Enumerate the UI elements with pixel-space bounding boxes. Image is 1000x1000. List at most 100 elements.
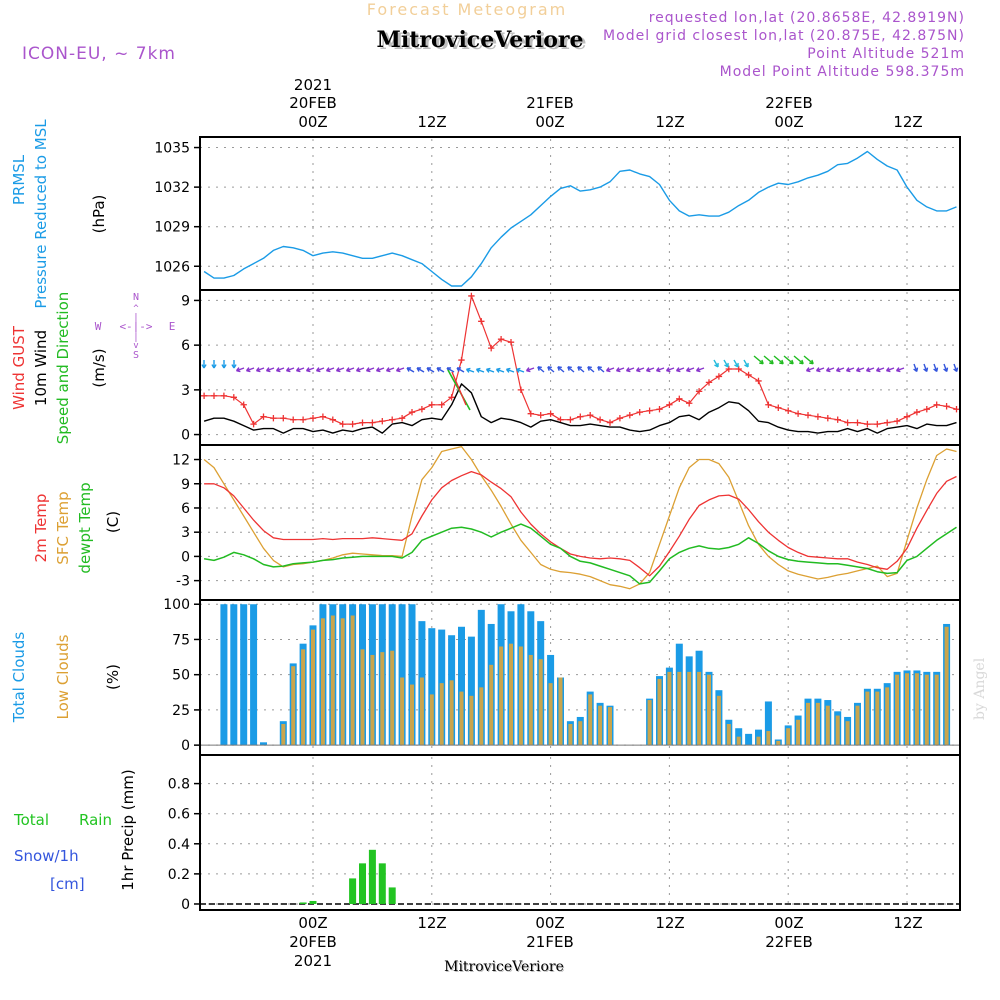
compass-rose: N ^ | W <-|-> E | v S xyxy=(95,292,176,361)
wind-gust-marker xyxy=(398,414,406,422)
wind-direction-arrowhead xyxy=(365,367,371,373)
wind-gust-marker xyxy=(418,406,426,413)
precip-bar xyxy=(299,902,307,904)
pressure-ticks: 1035 1032 1029 1026 xyxy=(154,141,200,275)
low-cloud-bar xyxy=(934,674,939,746)
wind-direction-arrowhead xyxy=(597,366,602,371)
low-cloud-bar xyxy=(400,677,405,746)
total-cloud-bar xyxy=(467,636,475,746)
wind-direction-arrowhead xyxy=(231,364,237,369)
low-cloud-bar xyxy=(716,695,721,746)
wind-direction-arrowhead xyxy=(426,367,432,372)
closest-coords: Model grid closest lon,lat (20.875E, 42.… xyxy=(603,28,965,44)
wind-direction-arrowhead xyxy=(475,367,481,373)
wind-gust-marker xyxy=(626,411,633,419)
low-cloud-bar xyxy=(766,731,771,746)
wind-direction-arrowhead xyxy=(943,367,949,373)
wind-gust-marker xyxy=(220,392,228,400)
low-cloud-bar xyxy=(677,671,682,746)
precip-label-snow: Snow/1h xyxy=(14,847,79,865)
y-tick-label: 0 xyxy=(181,549,190,565)
y-tick-label: 0.6 xyxy=(168,807,190,823)
wind-gust-marker xyxy=(636,409,643,416)
wind-gust-marker xyxy=(359,419,366,426)
low-cloud-bar xyxy=(815,702,820,746)
wind-direction-arrowhead xyxy=(825,367,831,373)
wind-direction-arrowhead xyxy=(805,367,811,373)
wind-direction-arrowhead xyxy=(245,367,251,373)
y-tick-label: 100 xyxy=(163,597,190,613)
precip-bar xyxy=(378,863,386,904)
watermark: by Angel xyxy=(972,657,988,720)
bottom-time-00z-20feb: 00Z xyxy=(298,914,327,932)
wind-gust-marker xyxy=(686,400,693,407)
station-title-shadow: MitroviceVeriore xyxy=(380,29,587,55)
low-cloud-bar xyxy=(281,724,286,746)
wind-gust-marker xyxy=(864,420,871,428)
wind-direction-arrowhead xyxy=(295,367,301,373)
wind-grid xyxy=(200,292,960,443)
model-altitude: Model Point Altitude 598.375m xyxy=(720,64,965,80)
low-cloud-bar xyxy=(608,707,612,746)
wind-direction-arrowhead xyxy=(923,367,929,373)
bottom-time-12z-20feb: 12Z xyxy=(417,914,446,932)
wind-label-10m: 10m Wind xyxy=(32,330,50,406)
y-tick-label: 25 xyxy=(172,703,190,719)
low-cloud-bar xyxy=(905,673,909,746)
low-cloud-bar xyxy=(865,691,870,746)
clouds-units: (%) xyxy=(104,664,122,690)
wind-gust-marker xyxy=(616,414,624,422)
pressure-label-desc: Pressure Reduced to MSL xyxy=(32,119,50,309)
wind-gust-marker xyxy=(646,407,653,414)
wind-gust-marker xyxy=(507,338,515,346)
total-cloud-bar xyxy=(398,604,406,746)
compass-w: W xyxy=(95,320,102,333)
clouds-ticks: 100 75 50 25 0 xyxy=(163,597,200,754)
wind-direction-arrowhead xyxy=(675,367,681,373)
y-tick-label: 0 xyxy=(181,897,190,913)
low-cloud-bar xyxy=(924,674,929,746)
low-cloud-bar xyxy=(419,677,424,746)
wind-gust-marker xyxy=(577,413,584,420)
y-tick-label: 3 xyxy=(181,383,190,399)
wind-direction-arrowhead xyxy=(505,367,511,373)
top-time-date-21feb: 21FEB xyxy=(526,94,573,112)
low-cloud-bar xyxy=(390,650,395,746)
total-cloud-bar xyxy=(408,604,416,746)
wind-direction-arrowhead xyxy=(885,367,891,373)
wind-gust-marker xyxy=(824,414,831,422)
low-cloud-bar xyxy=(301,649,306,746)
temp-2m-line xyxy=(204,470,957,577)
low-cloud-bar xyxy=(340,618,345,746)
wind-gust-marker xyxy=(695,388,703,395)
pressure-series xyxy=(203,150,957,287)
wind-direction-arrowhead xyxy=(406,367,412,372)
low-cloud-bar xyxy=(647,700,652,746)
temp-sfc-line xyxy=(203,445,957,590)
wind-label-gust: Wind GUST xyxy=(10,325,28,410)
y-tick-label: 3 xyxy=(181,525,190,541)
wind-gust-marker xyxy=(943,403,950,410)
wind-direction-arrowhead xyxy=(665,367,671,373)
top-time-00z-21feb: 00Z xyxy=(535,113,564,131)
bottom-time-12z-21feb: 12Z xyxy=(655,914,684,932)
low-cloud-bar xyxy=(598,705,603,746)
total-cloud-bar xyxy=(250,604,258,746)
low-cloud-bar xyxy=(439,683,444,746)
wind-direction-arrowhead xyxy=(255,367,261,373)
bottom-time-00z-21feb: 00Z xyxy=(535,914,564,932)
total-cloud-bar xyxy=(428,628,436,746)
y-tick-label: 0.2 xyxy=(168,867,190,883)
low-cloud-bar xyxy=(835,715,840,746)
wind-direction-arrowhead xyxy=(436,367,442,372)
low-cloud-bar xyxy=(449,680,454,746)
y-tick-label: 9 xyxy=(181,293,190,309)
low-cloud-bar xyxy=(528,654,533,746)
wind-direction-arrowhead xyxy=(895,367,901,373)
bottom-time-00z-22feb: 00Z xyxy=(774,914,803,932)
pressure-panel: 1035 1032 1029 1026 PRMSL Pressure Reduced … xyxy=(10,119,961,309)
wind-direction-arrowhead xyxy=(345,367,351,373)
wind-direction-arrowhead xyxy=(375,367,381,373)
pressure-label-prmsl: PRMSL xyxy=(10,154,28,205)
wind-direction-arrowhead xyxy=(759,359,764,365)
